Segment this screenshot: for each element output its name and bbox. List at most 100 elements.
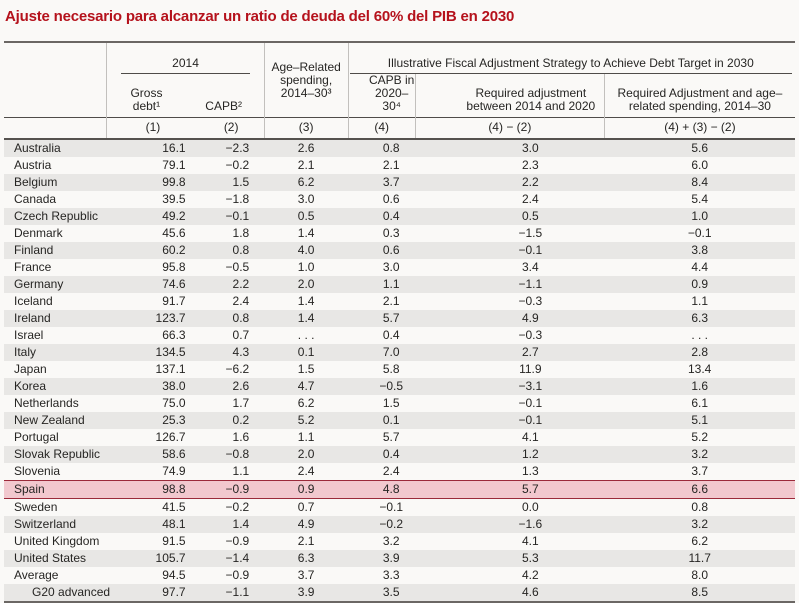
value-cell: 2.7 [415,344,605,361]
value-cell: 4.6 [415,584,605,602]
country-cell: Iceland [14,294,53,308]
table-row: Czech Republic 49.2 −0.1 0.5 0.4 0.5 1.0 [4,208,795,225]
value-cell: −0.8 [198,446,265,463]
country-header-spacer [4,42,107,74]
header-number-row: (1) (2) (3) (4) (4) − (2) (4) + (3) − (2… [4,117,795,140]
country-header-spacer [4,117,107,140]
country-cell: Australia [4,139,107,157]
value-cell: 8.0 [691,568,709,582]
value-cell: 3.0 [415,139,605,157]
value-cell: . . . [297,328,315,342]
value-cell: 5.3 [415,550,605,567]
country-cell: G20 advanced [4,584,110,602]
value-cell: 0.4 [382,328,400,342]
value-cell: 4.3 [198,344,265,361]
value-cell: 1.2 [415,446,605,463]
value-cell: 97.7 [106,584,199,602]
value-cell: 95.8 [162,260,186,274]
value-cell: 1.0 [297,260,315,274]
column-header-capb: CAPB² [205,99,242,113]
value-cell: 3.8 [604,242,795,259]
value-cell: −0.1 [379,500,404,514]
value-cell: −0.2 [225,500,250,514]
value-cell: 3.4 [521,260,539,274]
value-cell: 1.1 [232,464,250,478]
value-cell: 0.4 [348,208,416,225]
value-cell: 0.7 [297,500,315,514]
value-cell: −0.1 [415,242,605,259]
value-cell: 0.3 [382,226,400,240]
value-cell: 6.3 [604,310,795,327]
value-cell: 91.5 [162,534,186,548]
value-cell: 2.0 [264,276,349,293]
fiscal-adjustment-table: 2014 Age–Related spending, 2014–30³ Illu… [4,41,795,603]
value-cell: 0.5 [264,208,349,225]
value-cell: 0.8 [348,139,416,157]
table-row: Austria 79.1 −0.2 2.1 2.1 2.3 6.0 [4,157,795,174]
value-cell: 49.2 [106,208,199,225]
table-header: 2014 Age–Related spending, 2014–30³ Illu… [4,42,795,140]
country-cell: Finland [4,242,107,259]
value-cell: 0.6 [382,192,400,206]
country-cell: Korea [4,378,107,395]
value-cell: 4.0 [264,242,349,259]
value-cell: 2.8 [604,344,795,361]
table-row: Belgium 99.8 1.5 6.2 3.7 2.2 8.4 [4,174,795,191]
table-row: Canada 39.5 −1.8 3.0 0.6 2.4 5.4 [4,191,795,208]
column-header-required-adjustment-age: Required Adjustment and age– related spe… [603,74,795,118]
value-cell: 39.5 [162,192,186,206]
column-number-2: (2) [198,117,265,140]
country-header-spacer [4,74,107,118]
value-cell: 1.3 [521,464,539,478]
country-cell: Czech Republic [4,208,107,225]
header-sub-row: Gross debt¹ CAPB² CAPB in 2020–30⁴ Requi… [4,74,795,118]
value-cell: 4.9 [264,516,349,533]
value-cell: 5.7 [415,480,605,499]
value-cell: 2.3 [521,158,539,172]
table-row-highlighted: Spain 98.8 −0.9 0.9 4.8 5.7 6.6 [4,480,795,499]
value-cell: 6.2 [691,534,709,548]
value-cell: −0.2 [225,158,250,172]
value-cell: 41.5 [162,500,186,514]
value-cell: 79.1 [162,158,186,172]
header-group-row: 2014 Age–Related spending, 2014–30³ Illu… [4,42,795,118]
value-cell: 0.1 [348,412,416,429]
value-cell: −1.8 [225,192,250,206]
value-cell: 7.0 [348,344,416,361]
value-cell: 2.1 [382,158,400,172]
column-header-required-adjustment: Required adjustment between 2014 and 202… [414,74,605,118]
value-cell: 6.2 [264,174,349,191]
country-cell: New Zealand [4,412,107,429]
value-cell: 16.1 [106,139,199,157]
value-cell: 94.5 [162,568,186,582]
value-cell: 3.7 [297,568,315,582]
table-row: G20 advanced 97.7 −1.1 3.9 3.5 4.6 8.5 [4,584,795,602]
value-cell: 2.4 [521,192,539,206]
table-row: Korea 38.0 2.6 4.7 −0.5 −3.1 1.6 [4,378,795,395]
table-row: Finland 60.2 0.8 4.0 0.6 −0.1 3.8 [4,242,795,259]
value-cell: 4.4 [691,260,709,274]
value-cell: 91.7 [162,294,186,308]
country-cell: Portugal [14,430,59,444]
country-cell: Italy [4,344,107,361]
table-row: Ireland 123.7 0.8 1.4 5.7 4.9 6.3 [4,310,795,327]
value-cell: 0.2 [198,412,265,429]
value-cell: 4.8 [348,480,416,499]
value-cell: 2.1 [297,534,315,548]
value-cell: 2.2 [415,174,605,191]
value-cell: 0.7 [232,328,250,342]
value-cell: −0.1 [415,412,605,429]
table-row: Israel 66.3 0.7 . . . 0.4 −0.3 . . . [4,327,795,344]
column-number-3: (3) [263,117,349,140]
value-cell: 134.5 [106,344,199,361]
value-cell: −1.1 [415,276,605,293]
country-cell: Sweden [14,500,58,514]
country-cell: Austria [14,158,52,172]
value-cell: 3.2 [604,446,795,463]
value-cell: −0.5 [225,260,250,274]
country-cell: United States [4,550,107,567]
value-cell: 1.5 [382,396,400,410]
value-cell: 1.4 [297,294,315,308]
value-cell: 1.1 [691,294,709,308]
value-cell: 6.3 [264,550,349,567]
